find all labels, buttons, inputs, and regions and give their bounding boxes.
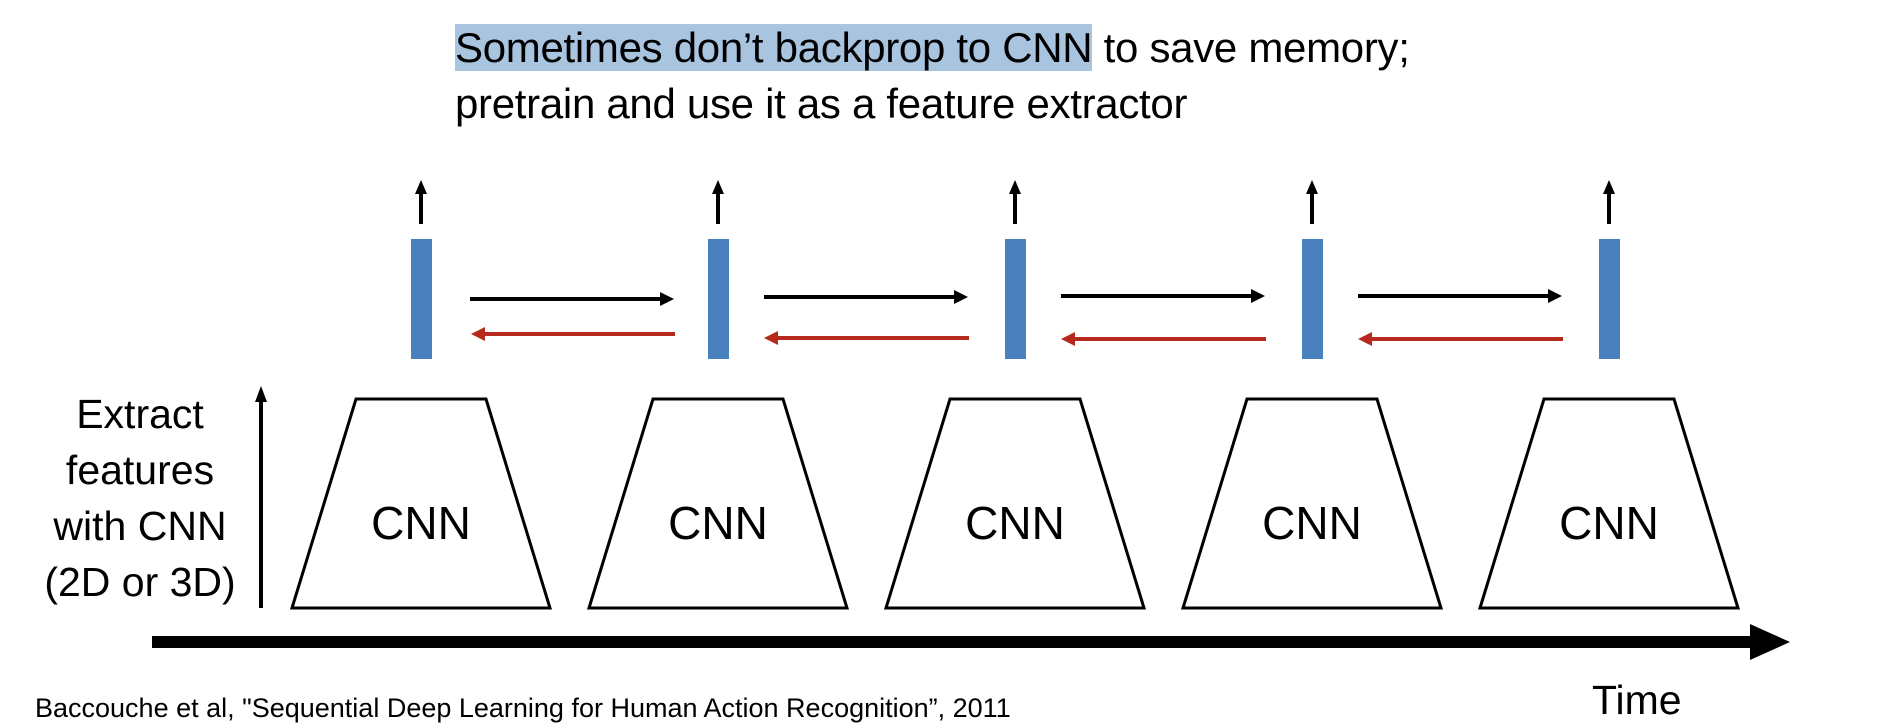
feature-vector-bar	[411, 239, 432, 359]
backward-arrowhead	[764, 331, 778, 345]
cnn-trapezoid	[289, 397, 553, 610]
cnn-label: CNN	[371, 497, 471, 549]
cnn-trapezoid	[1180, 397, 1444, 610]
extract-features-line: with CNN	[53, 503, 227, 549]
slide-headline: Sometimes don’t backprop to CNN to save …	[455, 20, 1410, 132]
timestep-3: CNN	[883, 180, 1147, 610]
backward-arrowhead	[1061, 332, 1075, 346]
feature-vector-bar	[1302, 239, 1323, 359]
output-arrowhead	[1306, 180, 1318, 194]
time-axis-arrowhead	[1750, 624, 1790, 660]
timestep-4: CNN	[1180, 180, 1444, 610]
highlighted-text: Sometimes don’t backprop to CNN	[455, 24, 1093, 71]
timestep-2: CNN	[586, 180, 850, 610]
cnn-trapezoid	[883, 397, 1147, 610]
output-arrowhead	[1603, 180, 1615, 194]
feature-vector-bar	[1599, 239, 1620, 359]
extract-features-line: Extract	[76, 391, 204, 437]
forward-arrowhead	[660, 292, 674, 306]
timestep-1: CNN	[289, 180, 553, 610]
headline-line-1: Sometimes don’t backprop to CNN to save …	[455, 20, 1410, 76]
forward-arrowhead	[1548, 289, 1562, 303]
cnn-label: CNN	[965, 497, 1065, 549]
time-axis-label: Time	[1592, 677, 1682, 723]
output-arrowhead	[712, 180, 724, 194]
forward-arrowhead	[1251, 289, 1265, 303]
cnn-trapezoid	[586, 397, 850, 610]
forward-arrows	[470, 289, 1562, 306]
backward-arrowhead	[471, 327, 485, 341]
citation: Baccouche et al, "Sequential Deep Learni…	[35, 693, 1011, 723]
timestep-5: CNN	[1477, 180, 1741, 610]
extract-features-line: (2D or 3D)	[44, 559, 236, 605]
cnn-label: CNN	[1559, 497, 1659, 549]
feature-vector-bar	[708, 239, 729, 359]
cnn-trapezoid	[1477, 397, 1741, 610]
headline-line-1-rest: to save memory;	[1092, 24, 1410, 71]
backward-arrowhead	[1358, 332, 1372, 346]
vertical-axis-arrowhead	[255, 386, 267, 402]
cnn-label: CNN	[668, 497, 768, 549]
output-arrowhead	[1009, 180, 1021, 194]
output-arrowhead	[415, 180, 427, 194]
feature-vector-bar	[1005, 239, 1026, 359]
extract-features-label: Extract features with CNN (2D or 3D)	[20, 386, 260, 610]
forward-arrowhead	[954, 290, 968, 304]
extract-features-line: features	[65, 447, 215, 493]
headline-line-2: pretrain and use it as a feature extract…	[455, 80, 1188, 127]
backward-arrows	[471, 327, 1563, 346]
cnn-label: CNN	[1262, 497, 1362, 549]
